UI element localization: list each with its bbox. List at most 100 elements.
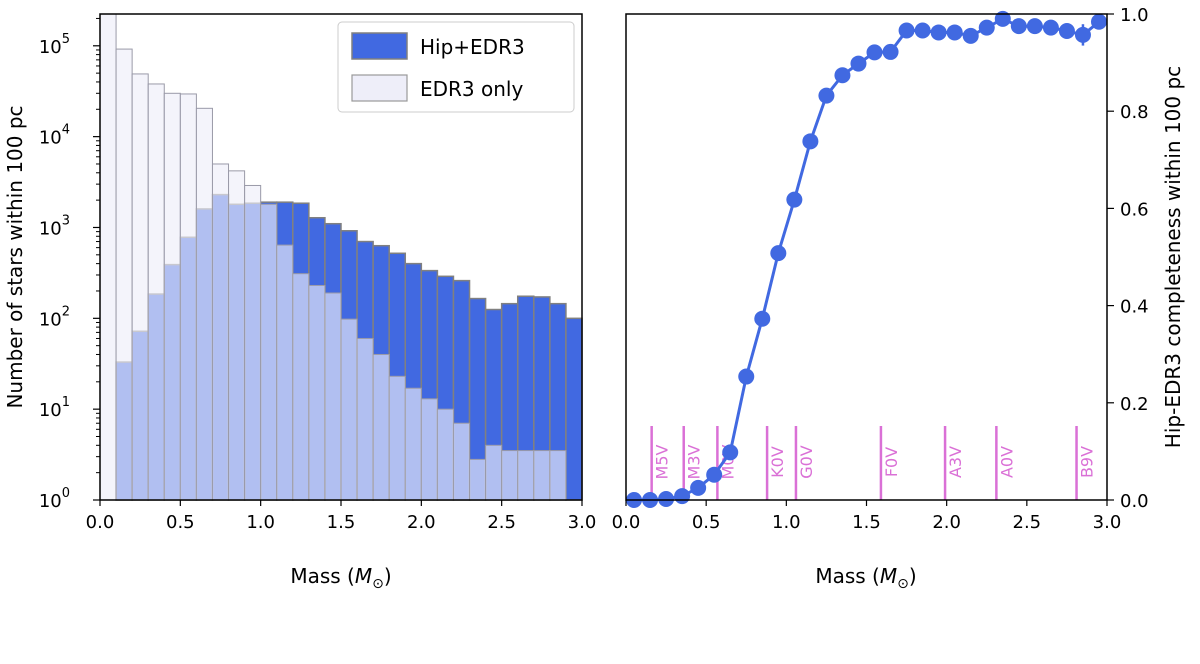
completeness-point (786, 191, 803, 208)
edr3-only-bar (533, 450, 551, 501)
completeness-point (1090, 13, 1107, 30)
spectral-type-label: M3V (685, 444, 704, 479)
x-tick-label: 3.0 (1093, 512, 1122, 533)
completeness-x-ticks: 0.0 0.5 1.0 1.5 2.0 2.5 3.0 (612, 500, 1122, 533)
edr3-only-bar (244, 184, 262, 501)
y-tick-label: 103 (39, 213, 70, 239)
legend-swatch-edr3-only (351, 74, 408, 102)
completeness-point (738, 368, 755, 385)
spectral-type-label: K0V (768, 446, 787, 478)
spectral-type-label: G0V (797, 445, 816, 479)
y-tick-label: 0.8 (1120, 102, 1149, 123)
completeness-point (1042, 19, 1059, 36)
edr3-only-bar (372, 353, 390, 501)
completeness-y-axis-label: Hip-EDR3 completeness within 100 pc (1161, 66, 1185, 448)
edr3-only-bar (228, 170, 246, 501)
edr3-only-bar (404, 387, 422, 501)
x-tick-label: 1.0 (246, 512, 275, 533)
edr3-only-bar (356, 337, 374, 501)
y-tick-label: 105 (39, 32, 70, 58)
completeness-point (658, 491, 675, 508)
completeness-point (834, 67, 851, 84)
edr3-only-bar (436, 408, 454, 501)
spectral-type-markers: M5V M3V M0V K0V G0V F0V A3V A0V B9V (650, 426, 1097, 500)
edr3-only-bar (324, 292, 342, 501)
spectral-type-label: F0V (882, 447, 901, 477)
completeness-point (914, 22, 931, 39)
completeness-panel: M5V M3V M0V K0V G0V F0V A3V A0V B9V 0.0 0.5 1.0 1.5… (612, 5, 1185, 592)
x-tick-label: 0.5 (166, 512, 195, 533)
y-tick-label: 0.6 (1120, 199, 1149, 220)
completeness-axes-frame (625, 13, 1108, 501)
spectral-type-label: B9V (1078, 446, 1097, 478)
completeness-point (754, 310, 771, 327)
edr3-only-bar (292, 273, 310, 501)
completeness-point (1058, 23, 1075, 40)
edr3-only-bar (195, 107, 213, 501)
histogram-panel: 0.0 0.5 1.0 1.5 2.0 2.5 3.0 100 101 102 103 104 105… (3, 13, 596, 592)
completeness-point (674, 488, 691, 505)
edr3-only-bar (308, 284, 326, 501)
edr3-only-bar (420, 398, 438, 501)
edr3-only-bar (260, 203, 278, 501)
completeness-point (802, 133, 819, 150)
completeness-point (770, 245, 787, 262)
completeness-point (882, 43, 899, 60)
edr3-only-bar (179, 93, 197, 501)
completeness-point (866, 44, 883, 61)
completeness-x-axis-label: Mass (M⊙) (815, 564, 916, 592)
x-tick-label: 2.5 (1013, 512, 1042, 533)
y-tick-label: 104 (39, 123, 70, 149)
edr3-only-bar (388, 375, 406, 501)
completeness-point (706, 466, 723, 483)
completeness-point (722, 444, 739, 461)
edr3-only-bar (517, 450, 535, 501)
y-tick-label: 101 (39, 395, 70, 421)
completeness-point (962, 27, 979, 44)
y-tick-label: 0.4 (1120, 297, 1149, 318)
legend-label-edr3-only: EDR3 only (420, 77, 523, 101)
edr3-only-bar (163, 92, 181, 501)
x-tick-label: 0.5 (692, 512, 721, 533)
spectral-type-label: A3V (946, 446, 965, 478)
y-tick-label: 1.0 (1120, 5, 1149, 26)
histogram-y-ticks: 100 101 102 103 104 105 (39, 17, 100, 512)
completeness-point (898, 22, 915, 39)
histogram-x-ticks: 0.0 0.5 1.0 1.5 2.0 2.5 3.0 (86, 500, 596, 533)
edr3-only-bar (115, 48, 133, 501)
completeness-point (994, 10, 1011, 27)
edr3-only-bar (469, 458, 487, 501)
x-tick-label: 0.0 (86, 512, 115, 533)
x-tick-label: 1.5 (852, 512, 881, 533)
x-tick-label: 2.0 (932, 512, 961, 533)
edr3-only-bar (211, 163, 230, 501)
completeness-point (946, 24, 963, 41)
completeness-point (930, 24, 947, 41)
completeness-point (818, 87, 835, 104)
legend-label-hip-edr3: Hip+EDR3 (420, 35, 525, 59)
spectral-type-label: M5V (653, 444, 672, 479)
completeness-point (690, 479, 707, 496)
x-tick-label: 0.0 (612, 512, 641, 533)
x-tick-label: 1.5 (327, 512, 356, 533)
spectral-type-label: A0V (997, 446, 1016, 478)
histogram-x-axis-label: Mass (M⊙) (290, 564, 391, 592)
completeness-point (1074, 26, 1091, 43)
edr3-only-bar (147, 83, 165, 501)
edr3-only-bar (549, 450, 567, 501)
completeness-point (1010, 18, 1027, 35)
edr3-only-bar (501, 450, 519, 501)
y-tick-label: 100 (39, 486, 70, 512)
completeness-points (626, 10, 1107, 508)
edr3-only-bar (131, 73, 149, 501)
edr3-only-bar (340, 318, 358, 501)
hip-edr3-bar (565, 317, 583, 501)
completeness-line (634, 17, 1100, 502)
x-tick-label: 2.5 (487, 512, 516, 533)
edr3-only-bar (276, 244, 294, 501)
completeness-y-ticks: 0.0 0.2 0.4 0.6 0.8 1.0 (1107, 5, 1149, 512)
edr3-only-bar (452, 422, 471, 501)
completeness-point (850, 55, 867, 72)
edr3-only-bar (485, 444, 503, 501)
